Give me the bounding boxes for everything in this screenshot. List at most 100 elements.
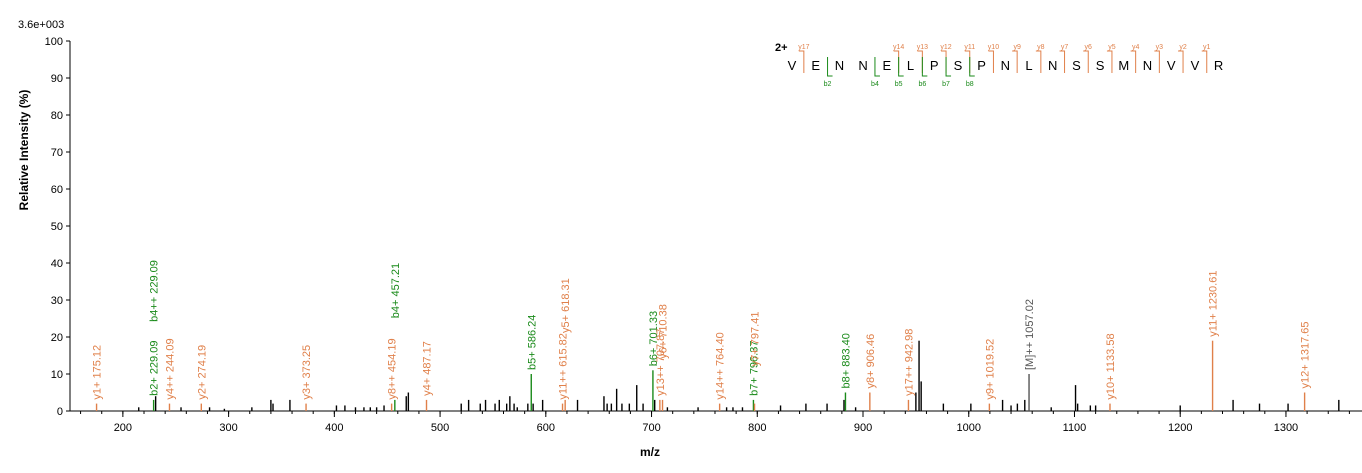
residue-letter: M bbox=[1118, 58, 1129, 73]
residue-letter: N bbox=[1001, 58, 1010, 73]
residue-letter: E bbox=[811, 58, 820, 73]
b-ion-index: b7 bbox=[942, 81, 950, 88]
x-tick-label: 300 bbox=[219, 422, 237, 434]
y-tick-label: 80 bbox=[51, 110, 63, 122]
peaks bbox=[97, 41, 1362, 411]
y-ion-bracket bbox=[941, 51, 946, 73]
residue-letter: S bbox=[1072, 58, 1081, 73]
precursor-ion-label: [M]++ 1057.02 bbox=[1024, 299, 1036, 370]
y-ion-label: y4++ 244.09 bbox=[164, 338, 176, 399]
b-ion-label: b2+ 229.09 bbox=[149, 341, 161, 396]
b-ion-label: b5+ 586.24 bbox=[526, 315, 538, 370]
b-ion-bracket bbox=[922, 57, 927, 76]
b-ion-index: b5 bbox=[895, 81, 903, 88]
residue-letter: N bbox=[835, 58, 844, 73]
y-ion-label: y12+ 1317.65 bbox=[1300, 322, 1312, 389]
b-ion-bracket bbox=[828, 57, 833, 76]
y-tick-label: 70 bbox=[51, 147, 63, 159]
x-tick-label: 1100 bbox=[1063, 422, 1087, 434]
y-ion-index: y9 bbox=[1013, 44, 1021, 51]
y-ion-index: y5 bbox=[1108, 44, 1116, 51]
charge-state: 2+ bbox=[775, 42, 788, 54]
y-ion-index: y6 bbox=[1085, 44, 1093, 51]
residue-letter: N bbox=[1143, 58, 1152, 73]
y-ion-index: y7 bbox=[1061, 44, 1069, 51]
y-ion-index: y3 bbox=[1156, 44, 1164, 51]
y-tick-label: 100 bbox=[45, 36, 63, 48]
y-ion-label: y1+ 175.12 bbox=[92, 345, 104, 400]
y-ion-index: y12 bbox=[940, 44, 951, 51]
y-ion-label: y11+ 1230.61 bbox=[1208, 271, 1220, 337]
x-tick-label: 600 bbox=[537, 422, 555, 434]
y-ion-label: y10+ 1133.58 bbox=[1105, 333, 1117, 399]
x-tick-label: 800 bbox=[748, 422, 766, 434]
x-tick-label: 200 bbox=[114, 422, 132, 434]
y-ion-bracket bbox=[1083, 51, 1088, 73]
y-ion-label: y8++ 454.19 bbox=[387, 338, 399, 399]
y-ion-bracket bbox=[965, 51, 970, 73]
b-ion-index: b4 bbox=[871, 81, 879, 88]
y-ion-index: y13 bbox=[917, 44, 928, 51]
y-ion-label: y4+ 487.17 bbox=[422, 341, 434, 396]
y-ion-bracket bbox=[799, 51, 804, 73]
residue-letter: V bbox=[788, 58, 797, 73]
residue-letter: L bbox=[1025, 58, 1032, 73]
b-ion-bracket bbox=[899, 57, 904, 76]
x-tick-label: 1300 bbox=[1274, 422, 1298, 434]
x-tick-label: 400 bbox=[325, 422, 343, 434]
residue-letter: P bbox=[977, 58, 986, 73]
y-ion-index: y10 bbox=[988, 44, 999, 51]
b-ion-label: b4++ 229.09 bbox=[149, 260, 161, 322]
y-ion-index: y8 bbox=[1037, 44, 1045, 51]
y-tick-label: 40 bbox=[51, 258, 63, 270]
y-tick-label: 20 bbox=[51, 332, 63, 344]
x-tick-label: 700 bbox=[642, 422, 660, 434]
y-ion-index: y4 bbox=[1132, 44, 1140, 51]
residue-letter: E bbox=[882, 58, 891, 73]
residue-letter: S bbox=[954, 58, 963, 73]
y-ion-index: y1 bbox=[1203, 44, 1211, 51]
residue-letter: V bbox=[1167, 58, 1176, 73]
y-axis-title: Relative Intensity (%) bbox=[17, 90, 31, 211]
b-ion-bracket bbox=[946, 57, 951, 76]
y-ion-label: y17++ 942.98 bbox=[903, 329, 915, 396]
y-ion-bracket bbox=[1178, 51, 1183, 73]
x-tick-label: 500 bbox=[431, 422, 449, 434]
y-ion-index: y14 bbox=[893, 44, 904, 51]
y-tick-label: 10 bbox=[51, 369, 63, 381]
y-ion-label: y9+ 1019.52 bbox=[984, 339, 996, 400]
y-ion-bracket bbox=[1012, 51, 1017, 73]
residue-letter: L bbox=[907, 58, 914, 73]
b-ion-index: b8 bbox=[966, 81, 974, 88]
y-ion-bracket bbox=[917, 51, 922, 73]
y-ion-label: y6+ 710.38 bbox=[658, 304, 670, 359]
b-ion-bracket bbox=[875, 57, 880, 76]
residue-letter: V bbox=[1191, 58, 1200, 73]
y-ion-bracket bbox=[1154, 51, 1159, 73]
y-ion-label: y2+ 274.19 bbox=[196, 345, 208, 400]
y-ion-bracket bbox=[1036, 51, 1041, 73]
y-ion-index: y17 bbox=[798, 44, 809, 51]
b-ion-label: b4+ 457.21 bbox=[390, 263, 402, 318]
b-ion-bracket bbox=[970, 57, 975, 76]
residue-letter: S bbox=[1096, 58, 1105, 73]
x-tick-label: 900 bbox=[854, 422, 872, 434]
y-ion-bracket bbox=[1107, 51, 1112, 73]
y-tick-label: 90 bbox=[51, 73, 63, 85]
b-ion-index: b6 bbox=[918, 81, 926, 88]
b-ion-label: b8+ 883.40 bbox=[840, 333, 852, 388]
y-ion-bracket bbox=[1060, 51, 1065, 73]
y-ion-label: y11++ 615.82 bbox=[558, 333, 570, 399]
y-ion-label: y7+ 797.41 bbox=[750, 312, 762, 367]
y-tick-label: 50 bbox=[51, 221, 63, 233]
y-ion-label: y5+ 618.31 bbox=[560, 278, 572, 333]
axes: 0 10 20 30 40 50 60 70 80 90 100 200 300 400 500 600 700… bbox=[45, 36, 1362, 434]
y-ion-label: y8+ 906.46 bbox=[865, 334, 877, 389]
y-ion-bracket bbox=[1131, 51, 1136, 73]
residue-letter: N bbox=[1048, 58, 1057, 73]
residue-letter: N bbox=[858, 58, 867, 73]
y-ion-label: y3+ 373.25 bbox=[301, 345, 313, 400]
y-tick-label: 60 bbox=[51, 184, 63, 196]
